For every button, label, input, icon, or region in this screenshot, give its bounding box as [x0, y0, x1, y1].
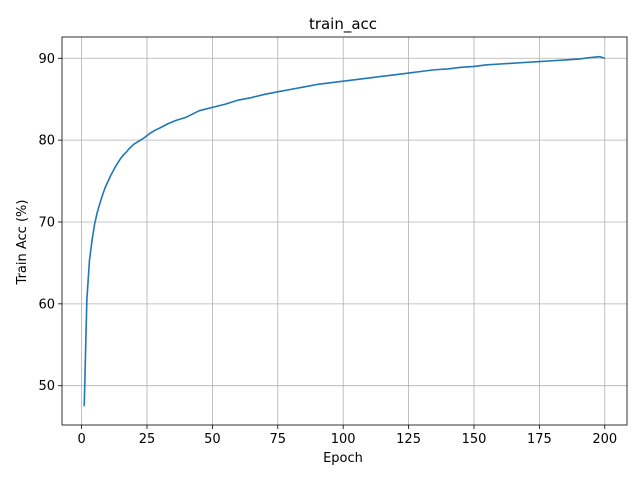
- x-tick-label: 100: [331, 432, 356, 447]
- series-line: [83, 55, 606, 407]
- x-tick-label: 150: [462, 432, 487, 447]
- plot-frame: [61, 36, 628, 426]
- x-tick-label: 175: [527, 432, 552, 447]
- x-tick-label: 125: [396, 432, 421, 447]
- ticks: 0 25 50 75 100 125 150 175 200 50 60 70 80 90: [38, 52, 617, 447]
- x-tick-label: 50: [204, 432, 221, 447]
- chart-title: train_acc: [309, 15, 377, 34]
- x-tick-label: 75: [270, 432, 287, 447]
- x-tick-label: 200: [592, 432, 617, 447]
- x-tick-label: 25: [139, 432, 156, 447]
- grid: [62, 37, 627, 425]
- y-tick-label: 80: [38, 134, 55, 149]
- y-tick-label: 70: [38, 215, 55, 230]
- x-axis-title: Epoch: [323, 451, 363, 466]
- axes-frame: [61, 36, 628, 426]
- y-tick-label: 90: [38, 52, 55, 67]
- data-layer: [83, 55, 606, 407]
- y-tick-label: 60: [38, 297, 55, 312]
- x-tick-label: 0: [77, 432, 85, 447]
- y-axis-title: Train Acc (%): [15, 200, 30, 286]
- y-tick-label: 50: [38, 379, 55, 394]
